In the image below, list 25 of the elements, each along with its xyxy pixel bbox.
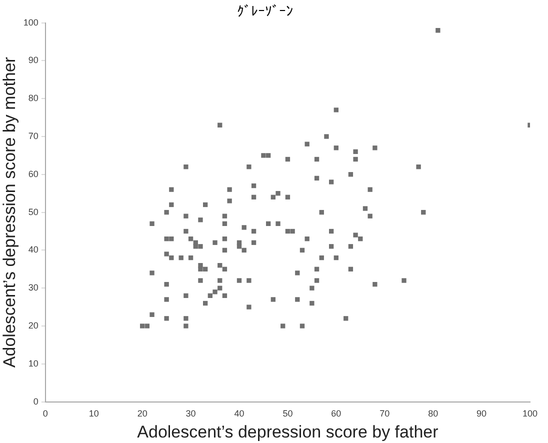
y-tick-label: 90 <box>28 55 38 66</box>
chart-title: ｸﾞﾚｰｿﾞｰﾝ <box>237 4 293 20</box>
y-tick-label: 100 <box>23 17 38 28</box>
x-tick-label: 10 <box>88 408 99 419</box>
x-tick-label: 70 <box>380 408 390 419</box>
y-tick-label: 40 <box>28 244 38 255</box>
y-tick-label: 30 <box>28 282 38 293</box>
y-tick-label: 20 <box>28 320 38 330</box>
x-tick-label: 20 <box>137 408 148 419</box>
x-tick-label: 90 <box>476 408 487 419</box>
x-tick-label: 50 <box>282 408 293 419</box>
y-tick-label: 60 <box>28 168 38 179</box>
y-tick-label: 50 <box>28 206 38 217</box>
y-tick-label: 0 <box>33 396 38 406</box>
y-tick-label: 10 <box>28 358 38 368</box>
x-axis-title: Adolescent’s depression score by father <box>137 422 439 442</box>
x-tick-label: 80 <box>428 408 438 419</box>
x-tick-label: 40 <box>234 408 244 419</box>
x-tick-label: 30 <box>186 408 196 419</box>
y-tick-label: 80 <box>28 93 38 104</box>
y-axis-title: Adolescent’s depression score by mother <box>0 56 19 368</box>
y-tick-label: 70 <box>28 130 38 141</box>
x-tick-label: 0 <box>42 408 48 419</box>
x-tick-label: 60 <box>331 408 342 419</box>
x-tick-label: 100 <box>522 408 538 419</box>
